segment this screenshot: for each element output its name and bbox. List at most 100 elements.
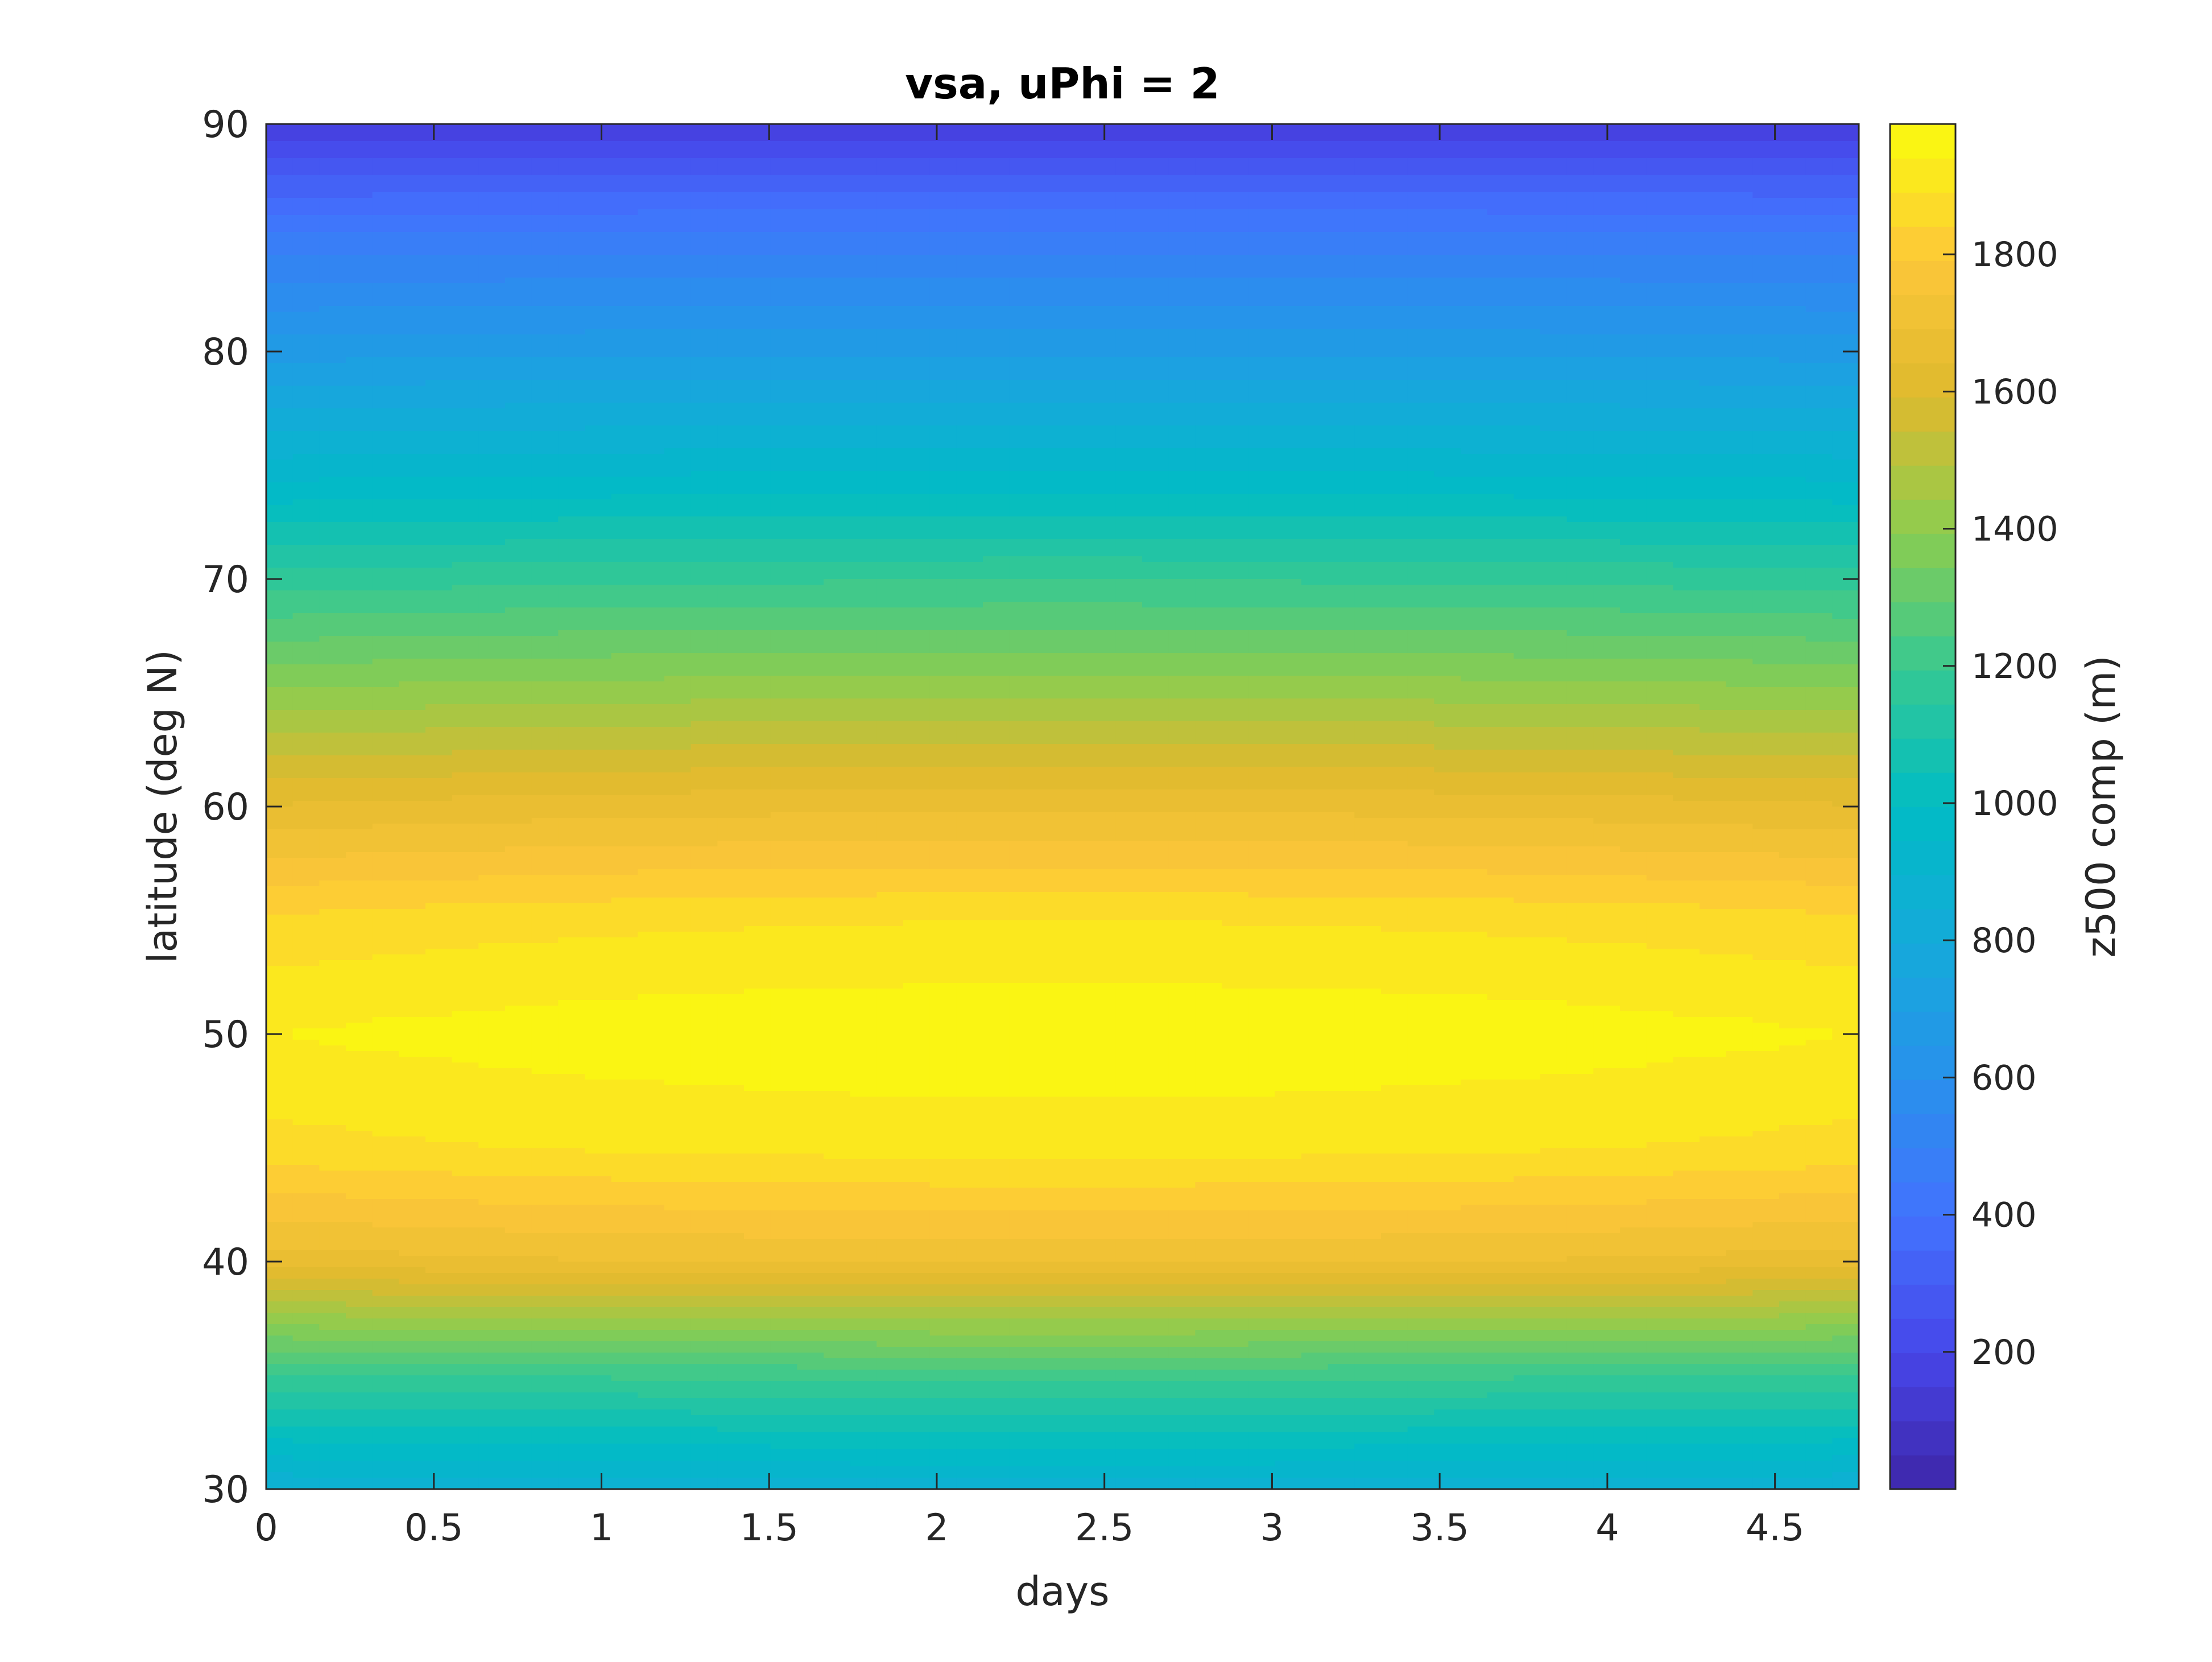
contour-cell [876,158,904,164]
contour-cell [1700,545,1727,551]
contour-cell [1036,374,1063,381]
contour-cell [558,573,585,580]
contour-cell [876,300,904,307]
contour-cell [1726,278,1754,284]
contour-cell [1248,204,1276,210]
contour-cell [425,539,453,545]
contour-cell [664,585,692,591]
contour-cell [983,443,1010,449]
contour-cell [1328,164,1355,170]
contour-cell [425,573,453,580]
contour-cell [1752,431,1780,437]
contour-cell [585,408,612,415]
contour-cell [585,505,612,511]
contour-cell [1566,448,1594,454]
contour-cell [399,391,426,398]
contour-cell [1540,158,1568,164]
contour-cell [1673,556,1700,563]
contour-cell [1195,175,1222,181]
contour-cell [266,317,293,324]
contour-cell [638,488,665,494]
contour-cell [744,522,771,528]
contour-cell [1354,124,1382,130]
contour-cell [1620,317,1647,324]
contour-cell [611,300,639,307]
contour-cell [611,460,639,466]
contour-cell [1700,204,1727,210]
contour-cell [929,522,957,528]
contour-cell [1168,181,1196,187]
contour-cell [638,505,665,511]
contour-cell [770,124,798,130]
contour-cell [585,283,612,290]
contour-cell [1062,443,1090,449]
contour-cell [1752,346,1780,352]
contour-cell [346,562,373,568]
contour-cell [1434,551,1461,557]
contour-cell [1195,164,1222,170]
contour-cell [1195,443,1222,449]
contour-cell [983,130,1010,136]
contour-cell [1673,135,1700,142]
contour-cell [850,255,878,261]
contour-cell [399,323,426,329]
contour-cell [1275,249,1302,255]
contour-cell [292,164,320,170]
contour-cell [1566,528,1594,534]
contour-cell [611,408,639,415]
contour-cell [1514,312,1541,318]
contour-cell [956,334,983,341]
contour-cell [1168,272,1196,278]
contour-cell [691,499,718,506]
contour-cell [558,141,585,147]
contour-cell [876,403,904,409]
contour-cell [1301,306,1329,312]
contour-cell [1673,386,1700,392]
contour-cell [1646,414,1674,420]
contour-cell [319,556,346,563]
contour-cell [1115,420,1143,426]
contour-cell [1540,494,1568,500]
contour-cell [1461,232,1488,238]
contour-cell [1381,204,1408,210]
contour-cell [638,334,665,341]
contour-cell [770,363,798,369]
contour-cell [1540,505,1568,511]
contour-cell [1434,369,1461,375]
contour-cell [1301,226,1329,233]
contour-cell [1461,414,1488,420]
contour-cell [319,573,346,580]
contour-cell [983,141,1010,147]
contour-cell [824,374,851,381]
contour-cell [1009,135,1037,142]
contour-cell [1779,551,1806,557]
contour-cell [1646,198,1674,204]
contour-cell [1328,556,1355,563]
contour-cell [531,534,559,540]
contour-cell [1036,403,1063,409]
contour-cell [1062,334,1090,341]
contour-cell [1036,312,1063,318]
contour-cell [425,516,453,523]
contour-cell [929,323,957,329]
contour-cell [1062,391,1090,398]
contour-cell [1593,471,1620,477]
contour-cell [1832,283,1859,290]
contour-cell [1487,414,1515,420]
contour-cell [346,352,373,358]
contour-cell [956,312,983,318]
contour-cell [1115,215,1143,221]
contour-cell [850,420,878,426]
contour-cell [770,522,798,528]
contour-cell [850,568,878,574]
contour-cell [425,329,453,335]
contour-cell [1700,386,1727,392]
contour-cell [1673,494,1700,500]
contour-cell [1009,494,1037,500]
contour-cell [1381,283,1408,290]
contour-cell [929,545,957,551]
contour-cell [850,556,878,563]
contour-cell [956,238,983,244]
contour-cell [531,261,559,267]
contour-cell [1487,329,1515,335]
